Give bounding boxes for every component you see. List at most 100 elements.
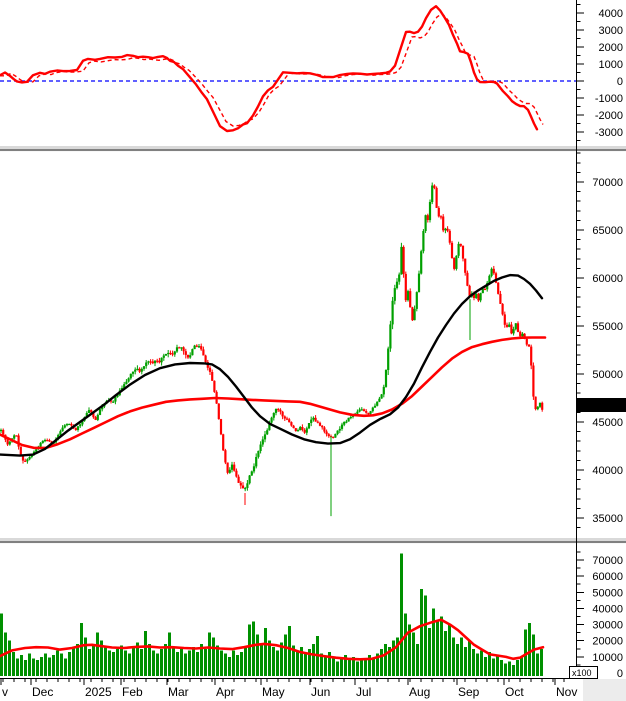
candle [356, 411, 359, 414]
volume-bar [372, 658, 376, 676]
candle [147, 361, 150, 363]
candle [437, 207, 440, 217]
y-axis-label: 30000 [592, 620, 623, 632]
volume-bar [496, 655, 500, 676]
candle [426, 215, 429, 220]
x-axis-month-label: 2025 [85, 685, 112, 699]
candle [510, 324, 513, 334]
candle [151, 361, 154, 364]
candle [281, 411, 284, 417]
volume-bar [276, 650, 280, 676]
y-axis-label: 4000 [599, 8, 623, 20]
candle [428, 202, 432, 221]
candle [186, 354, 190, 358]
candle [336, 430, 339, 434]
volume-bar [48, 657, 52, 676]
candle [217, 403, 220, 420]
panel-surfaces[interactable] [0, 0, 576, 677]
volume-bar [284, 634, 288, 676]
panel-splitter[interactable] [0, 537, 626, 544]
candle [222, 434, 225, 451]
candle [362, 409, 366, 411]
panel-splitter[interactable] [0, 145, 626, 152]
candle [323, 427, 326, 432]
candle [409, 291, 412, 308]
volume-bar [72, 647, 76, 676]
candle [347, 417, 350, 422]
volume-bar [80, 623, 84, 676]
volume-bar [40, 656, 44, 676]
candle [387, 348, 390, 370]
candle [156, 360, 159, 362]
candle [173, 351, 176, 355]
candle [400, 246, 403, 275]
volume-bar [248, 624, 252, 676]
volume-bar [156, 653, 160, 676]
volume-bar [272, 647, 276, 676]
candle [28, 457, 31, 460]
candle [340, 424, 344, 429]
last-price-tag: 46500.00 [577, 398, 626, 412]
volume-bar [512, 664, 516, 676]
volume-bar [96, 632, 100, 676]
candle [358, 409, 361, 412]
price-moving-averages [0, 273, 547, 457]
y-axis-label: 65000 [592, 225, 623, 237]
volume-bar [168, 632, 172, 676]
volume-bar [384, 643, 388, 676]
candle [464, 258, 467, 273]
candle [534, 396, 537, 410]
x-axis-month-label: Mar [168, 685, 189, 699]
candle [457, 243, 460, 256]
x-axis-month-label: Dec [32, 685, 53, 699]
candle [140, 368, 143, 372]
candle [417, 273, 421, 293]
candle [182, 347, 185, 352]
oscillator-plot [0, 4, 576, 133]
candle [219, 419, 223, 435]
volume-bar [84, 637, 88, 676]
candle [70, 423, 73, 426]
y-axis-label: 0 [617, 668, 623, 680]
candle [263, 434, 267, 440]
candle [261, 439, 264, 445]
y-axis-label: 70000 [592, 177, 623, 189]
candle [175, 347, 179, 352]
candle [65, 424, 69, 426]
volume-bar [152, 650, 156, 676]
candle [76, 426, 80, 430]
candle [318, 422, 322, 426]
candle [494, 273, 498, 283]
volume-bar [448, 624, 452, 676]
candle [241, 485, 245, 488]
candle [270, 417, 273, 423]
candle [290, 422, 293, 426]
candle [376, 401, 379, 406]
candle [248, 475, 251, 484]
volume-bar [52, 655, 56, 676]
candle [61, 427, 64, 432]
volume-bar [76, 643, 80, 676]
price-panel[interactable] [0, 152, 576, 536]
candle [461, 245, 465, 259]
candle [211, 372, 214, 381]
unit-box [569, 666, 598, 679]
candle [345, 421, 348, 423]
candle [497, 282, 500, 294]
candle [24, 460, 27, 462]
y-axis-label: 10000 [592, 652, 623, 664]
candle [435, 187, 438, 208]
volume-bar [408, 624, 412, 676]
candle [255, 457, 258, 467]
volume-bar [352, 656, 356, 676]
volume-bar [124, 650, 128, 676]
candle [191, 349, 194, 356]
volume-bar [312, 643, 316, 676]
volume-bar [164, 643, 168, 676]
volume-bar [476, 653, 480, 676]
volume-bar [16, 658, 20, 676]
volume-bar [244, 647, 248, 676]
volume-bar [24, 660, 28, 676]
candle [204, 355, 207, 362]
